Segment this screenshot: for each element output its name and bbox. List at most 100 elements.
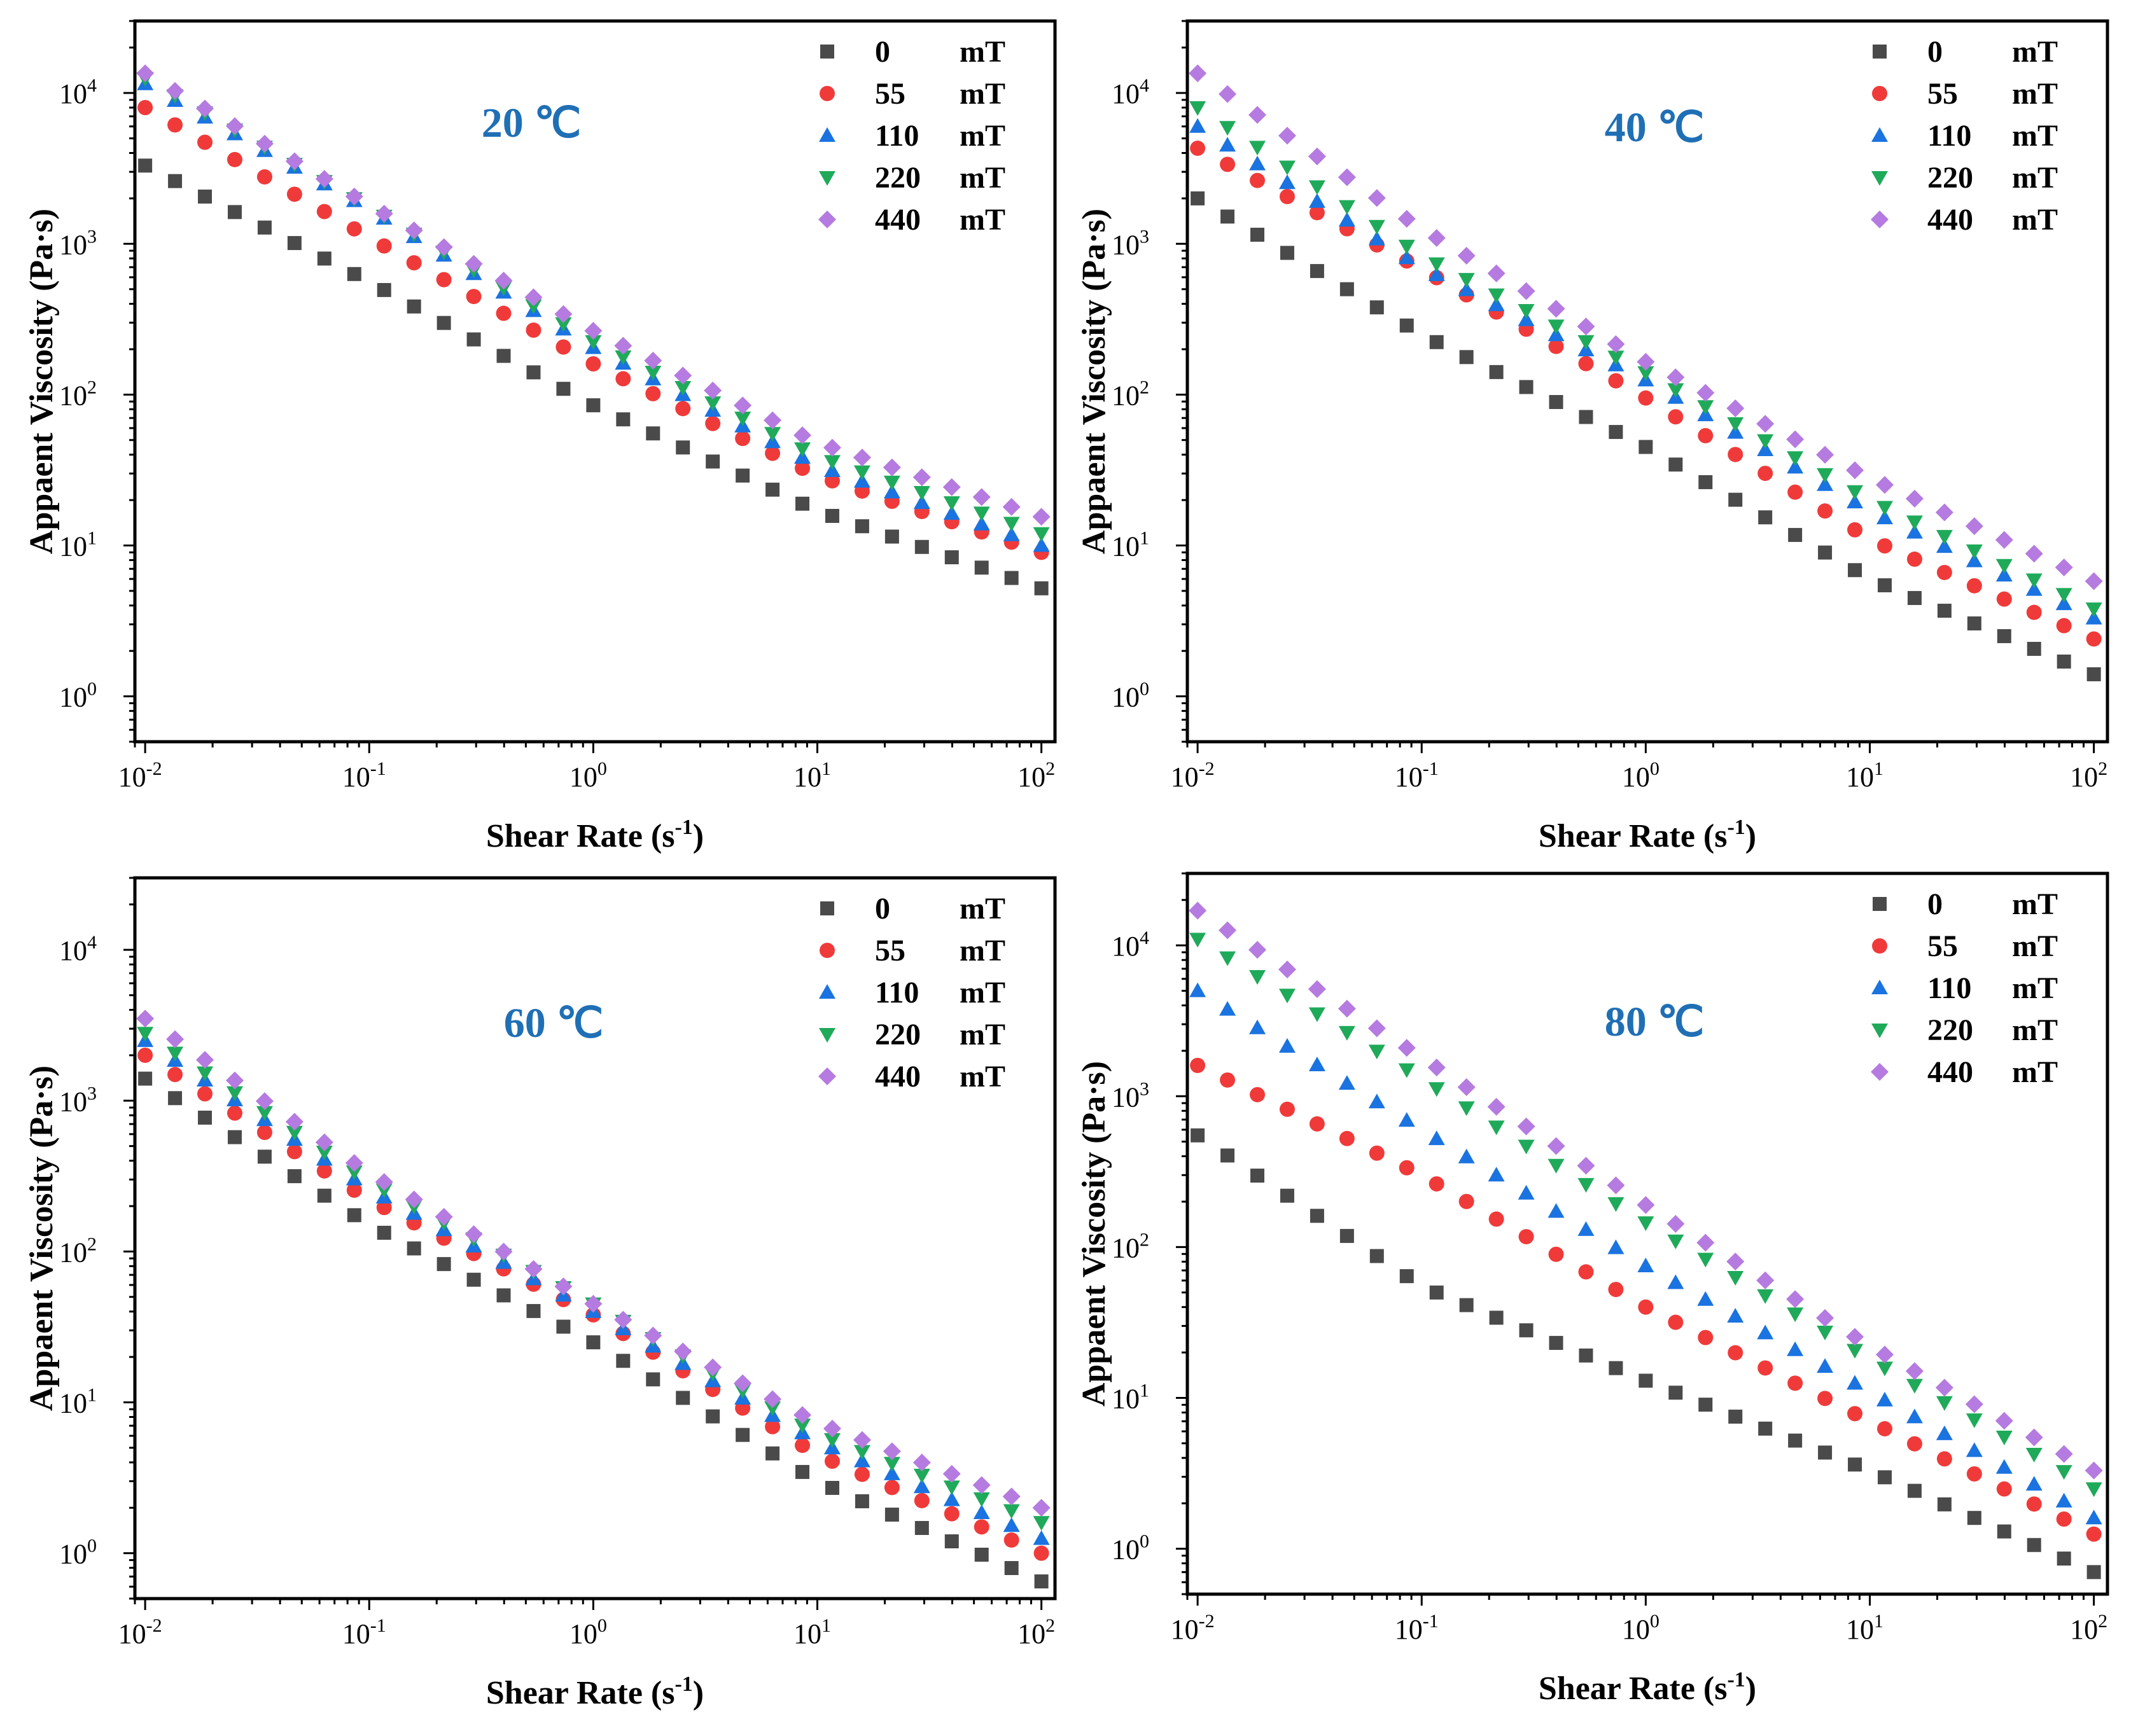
- series-0-mT: [1191, 1128, 2101, 1580]
- data-point: [1756, 1271, 1775, 1289]
- data-point: [465, 1225, 483, 1244]
- data-point: [166, 81, 185, 100]
- data-point: [1966, 578, 1982, 594]
- legend-unit: mT: [2012, 1013, 2058, 1047]
- data-point: [1817, 1391, 1833, 1406]
- legend-marker: [819, 127, 835, 142]
- legend-marker: [818, 211, 836, 228]
- data-point: [2055, 1445, 2073, 1463]
- data-point: [1367, 189, 1386, 207]
- data-point: [913, 494, 930, 510]
- chart-panel-3: 10-2 10-1 100 101 102 100 101 102 103 104 Shear Ra…: [24, 876, 1057, 1711]
- y-tick-label: 101: [1112, 1380, 1149, 1414]
- data-point: [226, 1086, 243, 1101]
- data-point: [1549, 1336, 1563, 1351]
- data-point: [1637, 1196, 1655, 1214]
- data-point: [494, 1242, 513, 1261]
- data-point: [2055, 588, 2072, 603]
- data-point: [168, 1091, 183, 1106]
- data-point: [1995, 1459, 2013, 1474]
- data-point: [825, 1480, 839, 1495]
- data-point: [1398, 1112, 1415, 1127]
- data-point: [406, 255, 422, 271]
- data-point: [286, 1125, 303, 1141]
- data-point: [1368, 219, 1385, 235]
- data-point: [405, 1190, 423, 1209]
- data-point: [1787, 451, 1804, 466]
- y-axis-label: Appaent Viscosity (Pa·s): [24, 209, 60, 554]
- data-point: [853, 1445, 870, 1460]
- data-point: [136, 64, 155, 83]
- data-point: [736, 468, 750, 483]
- data-point: [1848, 563, 1862, 578]
- data-point: [795, 461, 811, 476]
- data-point: [1519, 380, 1534, 394]
- data-point: [1967, 1511, 1981, 1525]
- data-point: [704, 381, 722, 399]
- data-point: [2085, 572, 2103, 590]
- data-point: [1369, 1145, 1385, 1161]
- data-point: [914, 1520, 929, 1535]
- data-point: [1936, 1396, 1953, 1411]
- y-tick-label: 101: [1112, 527, 1149, 562]
- data-point: [1757, 466, 1773, 482]
- data-point: [1817, 476, 1834, 491]
- data-point: [166, 1030, 185, 1048]
- data-point: [256, 169, 272, 185]
- y-tick-label: 100: [59, 1536, 97, 1570]
- data-point: [913, 1468, 930, 1483]
- data-point: [167, 117, 183, 133]
- data-point: [1638, 440, 1653, 454]
- data-point: [973, 1504, 990, 1519]
- data-point: [765, 445, 781, 461]
- data-point: [674, 381, 692, 396]
- x-tick-label: 10-1: [342, 758, 386, 793]
- data-point: [1787, 459, 1804, 474]
- data-point: [1338, 200, 1355, 215]
- data-point: [435, 1207, 453, 1226]
- series-440-mT: [136, 64, 1051, 526]
- data-point: [345, 187, 363, 205]
- data-point: [466, 332, 481, 347]
- data-point: [137, 1047, 153, 1063]
- data-point: [1577, 317, 1595, 336]
- data-point: [1906, 1436, 1922, 1452]
- data-point: [1428, 1130, 1445, 1146]
- x-tick-label: 101: [793, 758, 831, 793]
- data-point: [1189, 933, 1206, 948]
- data-point: [764, 427, 781, 442]
- data-point: [1936, 1425, 1953, 1440]
- legend-field: 110: [875, 119, 919, 153]
- data-point: [1549, 394, 1563, 409]
- data-point: [1397, 209, 1416, 228]
- data-point: [1248, 106, 1267, 124]
- data-point: [1220, 1148, 1235, 1163]
- legend-field: 440: [875, 203, 921, 237]
- legend-unit: mT: [2012, 971, 2058, 1005]
- series-0-mT: [138, 1071, 1049, 1588]
- data-point: [1757, 1289, 1774, 1304]
- data-point: [1637, 1216, 1654, 1232]
- data-point: [1458, 1148, 1475, 1163]
- data-point: [1847, 1375, 1864, 1390]
- data-point: [765, 1446, 780, 1461]
- data-point: [1906, 1408, 1923, 1424]
- data-point: [1338, 1025, 1355, 1041]
- data-point: [1034, 1574, 1049, 1588]
- data-point: [1189, 101, 1206, 116]
- data-point: [615, 371, 631, 387]
- data-point: [1668, 457, 1683, 472]
- data-point: [1726, 1253, 1745, 1271]
- data-point: [912, 1454, 931, 1472]
- data-point: [1966, 1442, 1983, 1457]
- data-point: [1309, 205, 1325, 221]
- data-point: [1609, 1361, 1623, 1375]
- data-point: [646, 426, 660, 441]
- data-point: [2026, 604, 2042, 620]
- data-point: [526, 365, 541, 380]
- data-point: [1368, 230, 1385, 246]
- data-point: [227, 1105, 242, 1121]
- data-point: [2057, 654, 2071, 669]
- data-point: [196, 1051, 214, 1069]
- legend-field: 220: [875, 161, 921, 195]
